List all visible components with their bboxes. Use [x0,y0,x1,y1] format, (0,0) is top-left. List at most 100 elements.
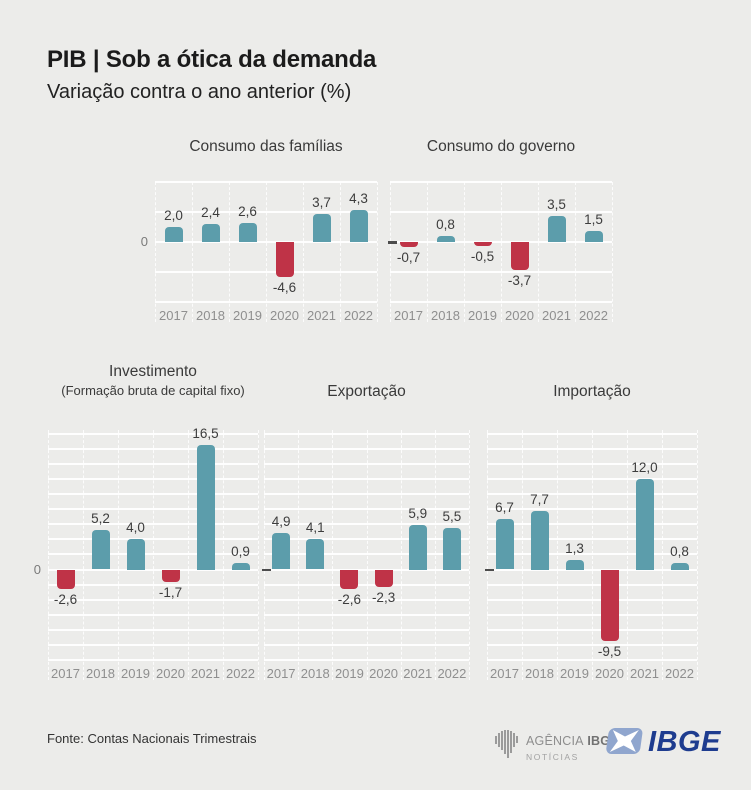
year-label: 2021 [191,666,220,681]
column-separator-line [155,182,156,322]
bar-2017 [164,227,183,242]
bar-2019 [565,559,584,570]
bar-2020 [374,569,393,587]
column-separator-line [575,182,576,322]
column-separator-line [469,430,470,680]
year-label: 2018 [525,666,554,681]
year-label: 2017 [51,666,80,681]
page-subtitle: Variação contra o ano anterior (%) [47,81,352,103]
bar-value-label: 4,9 [271,513,291,529]
column-separator-line [264,430,265,680]
chart-title: Consumo das famílias [189,138,343,155]
bar-2017 [495,518,514,570]
year-label: 2018 [86,666,115,681]
bar-2019 [473,242,492,246]
bar-value-label: -1,7 [158,585,183,601]
column-separator-line [464,182,465,322]
bar-2017 [272,532,291,570]
source-note: Fonte: Contas Nacionais Trimestrais [47,731,257,746]
bar-value-label: 2,0 [164,208,183,223]
bar-2020 [600,569,619,642]
chart-subtitle: (Formação bruta de capital fixo) [61,383,245,398]
bar-value-label: 6,7 [495,499,514,515]
year-label: 2022 [226,666,255,681]
ibge-star-icon [604,727,645,760]
bar-value-label: -9,5 [597,644,622,660]
column-separator-line [118,430,119,680]
column-separator-line [298,430,300,680]
year-label: 2019 [468,308,497,323]
bar-value-label: -2,6 [337,592,362,608]
bar-2021 [408,525,427,570]
bar-value-label: 4,1 [305,519,325,535]
column-separator-line [266,182,267,322]
bar-2020 [510,242,529,270]
ibge-wordmark: IBGE [648,726,721,758]
column-separator-line [557,430,558,680]
column-separator-line [592,430,593,680]
year-label: 2021 [403,666,433,681]
bar-2018 [91,530,110,570]
noticias-word: NOTÍCIAS [526,752,579,762]
bar-2017 [56,569,75,590]
chart-title: Consumo do governo [426,138,576,155]
bar-value-label: -2,3 [371,589,396,605]
bar-value-label: 3,7 [312,195,331,211]
chart-title: Exportação [327,383,406,400]
plot-area: 0 -2,6 5,2 4,0 -1,7 16,5 0,9 2017 2018 2019 2020 2… [34,426,259,681]
column-separator-line [48,430,49,680]
column-separator-line [487,430,488,680]
year-label: 2022 [665,666,694,681]
bar-2018 [530,511,549,570]
column-separator-line [697,430,698,680]
bar-2018 [436,236,455,242]
bar-2022 [584,230,603,242]
year-label: 2019 [560,666,589,681]
column-separator-line [427,182,428,322]
column-separator-line [366,430,368,680]
ibge-logo: IBGE [604,726,721,760]
column-separator-line [303,182,304,322]
agencia-word: AGÊNCIA [526,734,584,748]
column-separator-line [229,182,230,322]
bar-2021 [635,479,654,570]
year-label: 2021 [307,308,336,323]
bar-2022 [231,562,250,570]
year-label: 2019 [233,308,262,323]
bar-2019 [126,539,145,570]
bar-value-label: 3,5 [547,196,566,212]
bar-2019 [238,222,257,242]
column-separator-line [538,182,539,322]
bar-value-label: 16,5 [192,426,219,442]
bar-2022 [442,528,461,570]
bar-value-label: 1,3 [565,540,584,556]
year-label: 2020 [156,666,185,681]
column-separator-line [400,430,402,680]
column-separator-line [390,182,391,322]
column-separator-line [188,430,189,680]
bar-2020 [275,242,294,277]
bar-value-label: 0,8 [670,544,689,560]
bar-value-label: 4,3 [349,190,368,206]
bar-value-label: 0,8 [436,217,455,232]
page-title: PIB | Sob a ótica da demanda [47,46,377,73]
column-separator-line [192,182,193,322]
bar-value-label: 5,9 [408,506,428,522]
column-separator-line [258,430,259,680]
bar-2017 [399,242,418,248]
chart-title: Investimento [109,363,197,380]
year-label: 2021 [630,666,659,681]
year-label: 2017 [159,308,188,323]
bar-value-label: 0,9 [231,543,250,559]
column-separator-line [332,430,334,680]
year-label: 2022 [344,308,373,323]
bar-value-label: 7,7 [530,492,549,508]
bar-2021 [312,214,331,242]
bar-value-label: -0,5 [470,248,495,264]
year-label: 2020 [595,666,624,681]
chart-title: Importação [553,383,631,400]
bar-value-label: 2,4 [201,205,220,220]
zero-tick [388,241,397,244]
agencia-ibge-noticias-logo: AGÊNCIA IBGE NOTÍCIAS [495,727,619,763]
